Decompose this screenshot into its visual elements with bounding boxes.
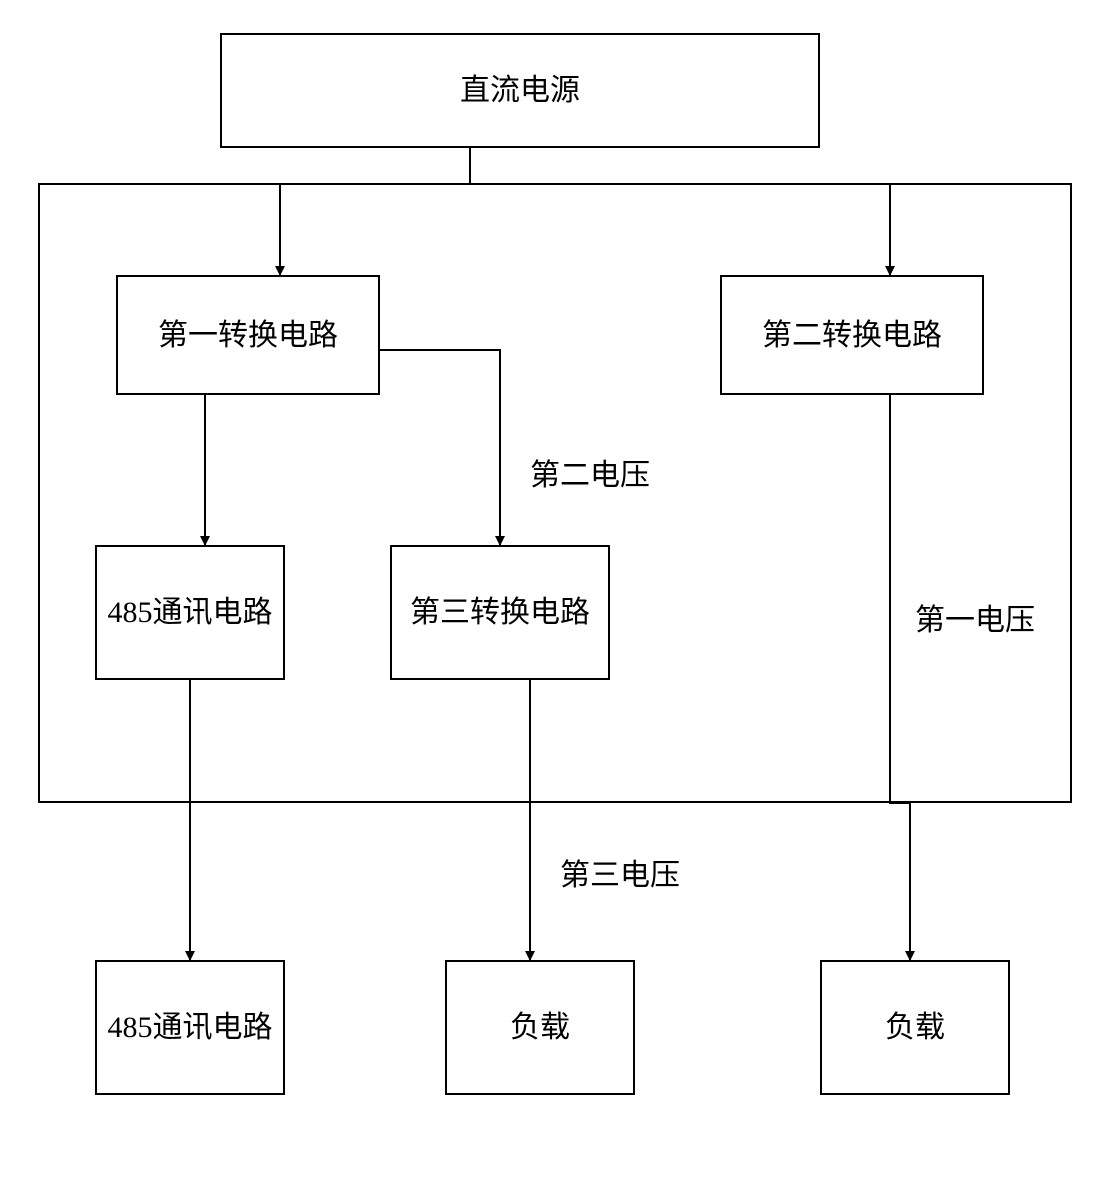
node-label: 第二转换电路 [762,316,942,355]
label-text: 第一电压 [915,604,1035,637]
label-text: 第三电压 [560,859,680,892]
node-label: 第三转换电路 [410,593,590,632]
node-comm485b: 485通讯电路 [95,960,285,1095]
node-load1: 负载 [445,960,635,1095]
label-text: 第二电压 [530,459,650,492]
node-conv3: 第三转换电路 [390,545,610,680]
edge-label-v1: 第一电压 [915,595,1035,639]
node-label: 第一转换电路 [158,316,338,355]
node-label: 485通讯电路 [108,1008,273,1047]
edge-label-v3: 第三电压 [560,850,680,894]
node-label: 直流电源 [460,71,580,110]
node-conv2: 第二转换电路 [720,275,984,395]
node-comm485a: 485通讯电路 [95,545,285,680]
node-dc-power: 直流电源 [220,33,820,148]
node-load2: 负载 [820,960,1010,1095]
node-label: 负载 [885,1008,945,1047]
node-label: 485通讯电路 [108,593,273,632]
node-label: 负载 [510,1008,570,1047]
edge-label-v2: 第二电压 [530,450,650,494]
node-conv1: 第一转换电路 [116,275,380,395]
